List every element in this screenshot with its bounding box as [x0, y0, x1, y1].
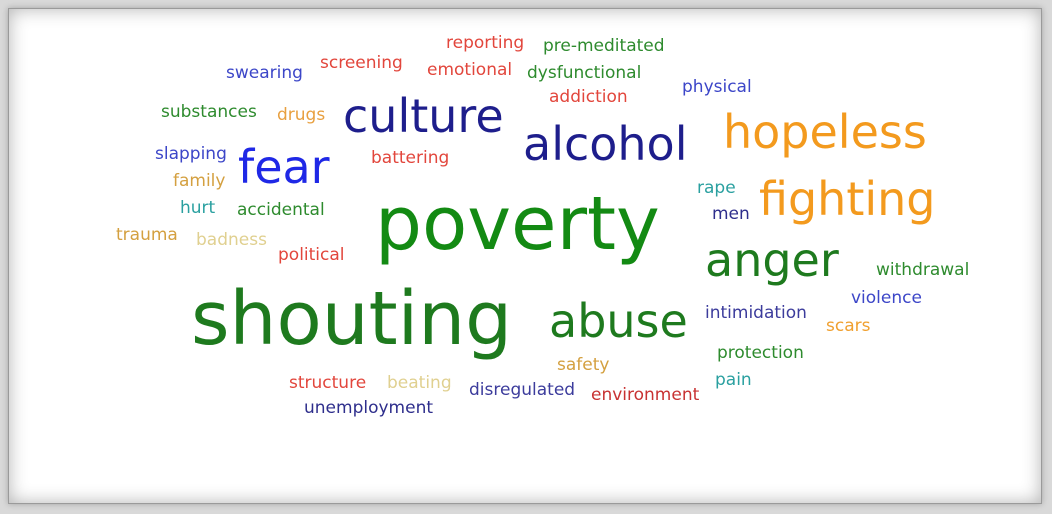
word-physical: physical	[682, 77, 752, 97]
word-environment: environment	[591, 385, 700, 405]
word-pre-meditated: pre-meditated	[543, 36, 665, 56]
word-men: men	[712, 204, 750, 224]
word-trauma: trauma	[116, 225, 178, 245]
word-emotional: emotional	[427, 60, 513, 80]
word-addiction: addiction	[549, 87, 628, 107]
word-reporting: reporting	[446, 33, 525, 53]
word-cloud-frame: reporting pre-meditated swearing screeni…	[8, 8, 1042, 504]
word-poverty: poverty	[375, 181, 660, 267]
word-fighting: fighting	[759, 172, 936, 226]
word-cloud: reporting pre-meditated swearing screeni…	[9, 9, 1041, 503]
word-family: family	[173, 171, 226, 191]
word-badness: badness	[196, 230, 267, 250]
word-fear: fear	[238, 140, 330, 194]
word-slapping: slapping	[155, 144, 227, 164]
word-withdrawal: withdrawal	[876, 260, 970, 280]
word-structure: structure	[289, 373, 367, 393]
word-abuse: abuse	[549, 294, 688, 348]
word-substances: substances	[161, 102, 257, 122]
word-battering: battering	[371, 148, 450, 168]
word-beating: beating	[387, 373, 452, 393]
word-disregulated: disregulated	[469, 380, 576, 400]
word-hurt: hurt	[180, 198, 216, 218]
word-dysfunctional: dysfunctional	[527, 63, 642, 83]
word-hopeless: hopeless	[723, 105, 927, 159]
word-pain: pain	[715, 370, 752, 390]
word-intimidation: intimidation	[705, 303, 807, 323]
word-protection: protection	[717, 343, 804, 363]
word-shouting: shouting	[191, 276, 513, 362]
word-swearing: swearing	[226, 63, 303, 83]
word-culture: culture	[343, 89, 504, 143]
word-alcohol: alcohol	[523, 117, 688, 171]
word-safety: safety	[557, 355, 610, 375]
word-violence: violence	[851, 288, 922, 308]
word-rape: rape	[697, 178, 736, 198]
word-drugs: drugs	[277, 105, 326, 125]
word-political: political	[278, 245, 345, 265]
word-screening: screening	[320, 53, 403, 73]
word-anger: anger	[705, 233, 839, 287]
word-accidental: accidental	[237, 200, 325, 220]
word-scars: scars	[826, 316, 871, 336]
word-unemployment: unemployment	[304, 398, 434, 418]
